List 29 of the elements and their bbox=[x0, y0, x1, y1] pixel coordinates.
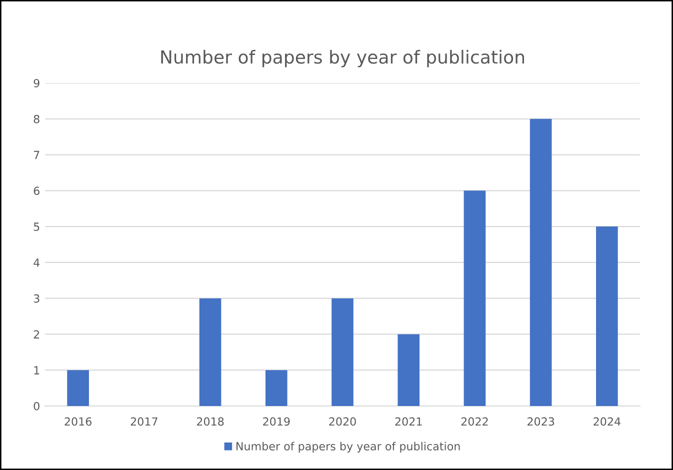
legend-label: Number of papers by year of publication bbox=[236, 442, 460, 453]
x-tick-label: 2017 bbox=[130, 417, 158, 426]
x-tick-label: 2023 bbox=[528, 417, 554, 426]
y-tick-label: 1 bbox=[34, 366, 40, 374]
x-tick-label: 2018 bbox=[196, 417, 224, 426]
bar bbox=[332, 298, 354, 406]
bar bbox=[596, 226, 618, 406]
bar bbox=[265, 370, 288, 406]
y-tick-label: 2 bbox=[34, 330, 40, 338]
bar bbox=[199, 298, 222, 406]
y-tick-label: 6 bbox=[34, 186, 40, 196]
y-tick-label: 5 bbox=[34, 222, 40, 231]
y-tick-label: 8 bbox=[34, 114, 40, 124]
y-tick-label: 9 bbox=[34, 78, 40, 88]
x-tick-label: 2024 bbox=[594, 417, 620, 426]
y-tick-label: 4 bbox=[34, 258, 40, 267]
x-tick-label: 2019 bbox=[263, 417, 290, 426]
x-tick-label: 2020 bbox=[329, 417, 356, 426]
bar bbox=[530, 118, 552, 406]
y-tick-label: 3 bbox=[34, 294, 40, 303]
x-tick-label: 2021 bbox=[395, 417, 422, 426]
y-tick-label: 0 bbox=[34, 402, 40, 410]
bar bbox=[67, 370, 89, 406]
chart-title: Number of papers by year of publication bbox=[161, 50, 524, 68]
bar bbox=[398, 334, 420, 406]
x-tick-label: 2016 bbox=[64, 417, 92, 426]
x-tick-label: 2022 bbox=[461, 417, 488, 426]
y-tick-label: 7 bbox=[34, 150, 40, 159]
bar bbox=[464, 190, 486, 406]
